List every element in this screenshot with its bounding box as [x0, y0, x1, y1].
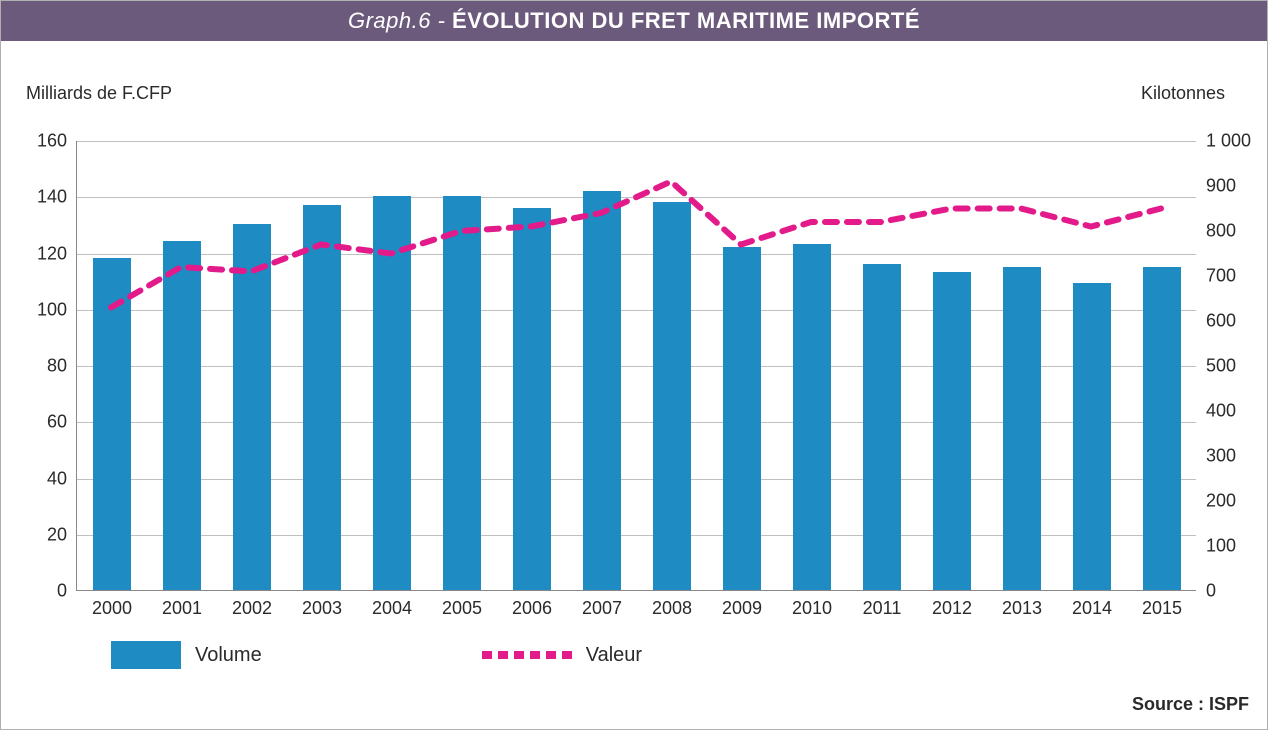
ytick-left: 160	[37, 131, 67, 152]
y-axis-right-label: Kilotonnes	[1141, 83, 1225, 104]
ytick-right: 500	[1206, 356, 1236, 377]
xtick: 2001	[162, 598, 202, 619]
legend-swatch-bar	[111, 641, 181, 669]
ytick-right: 700	[1206, 266, 1236, 287]
chart-container: Graph.6 - ÉVOLUTION DU FRET MARITIME IMP…	[0, 0, 1268, 730]
y-axis-left-label: Milliards de F.CFP	[26, 83, 172, 104]
valeur-line	[111, 182, 1161, 308]
xtick: 2002	[232, 598, 272, 619]
ytick-left: 40	[47, 468, 67, 489]
source-label: Source : ISPF	[1132, 694, 1249, 715]
legend-label-volume: Volume	[195, 644, 262, 667]
ytick-right: 400	[1206, 401, 1236, 422]
legend-swatch-line	[482, 651, 572, 659]
xtick: 2008	[652, 598, 692, 619]
ytick-right: 1 000	[1206, 131, 1251, 152]
plot-area: 0204060801001201401600100200300400500600…	[76, 141, 1196, 591]
ytick-left: 0	[57, 581, 67, 602]
title-main: ÉVOLUTION DU FRET MARITIME IMPORTÉ	[452, 8, 920, 33]
legend-item-volume: Volume	[111, 641, 262, 669]
xtick: 2013	[1002, 598, 1042, 619]
legend: Volume Valeur	[111, 641, 642, 669]
ytick-right: 600	[1206, 311, 1236, 332]
title-bar: Graph.6 - ÉVOLUTION DU FRET MARITIME IMP…	[1, 1, 1267, 41]
ytick-right: 100	[1206, 536, 1236, 557]
xtick: 2006	[512, 598, 552, 619]
legend-item-valeur: Valeur	[482, 644, 642, 667]
ytick-left: 80	[47, 356, 67, 377]
xtick: 2012	[932, 598, 972, 619]
xtick: 2007	[582, 598, 622, 619]
ytick-right: 300	[1206, 446, 1236, 467]
ytick-right: 200	[1206, 491, 1236, 512]
xtick: 2010	[792, 598, 832, 619]
xtick: 2011	[863, 598, 902, 619]
xtick: 2005	[442, 598, 482, 619]
xtick: 2014	[1072, 598, 1112, 619]
xtick: 2003	[302, 598, 342, 619]
xtick: 2000	[92, 598, 132, 619]
ytick-left: 100	[37, 299, 67, 320]
ytick-right: 900	[1206, 176, 1236, 197]
ytick-left: 20	[47, 524, 67, 545]
title-prefix: Graph.6 -	[348, 8, 452, 33]
legend-label-valeur: Valeur	[586, 644, 642, 667]
xtick: 2015	[1142, 598, 1182, 619]
line-layer	[76, 141, 1196, 591]
ytick-right: 0	[1206, 581, 1216, 602]
ytick-left: 140	[37, 187, 67, 208]
xtick: 2004	[372, 598, 412, 619]
xtick: 2009	[722, 598, 762, 619]
ytick-right: 800	[1206, 221, 1236, 242]
ytick-left: 120	[37, 243, 67, 264]
ytick-left: 60	[47, 412, 67, 433]
